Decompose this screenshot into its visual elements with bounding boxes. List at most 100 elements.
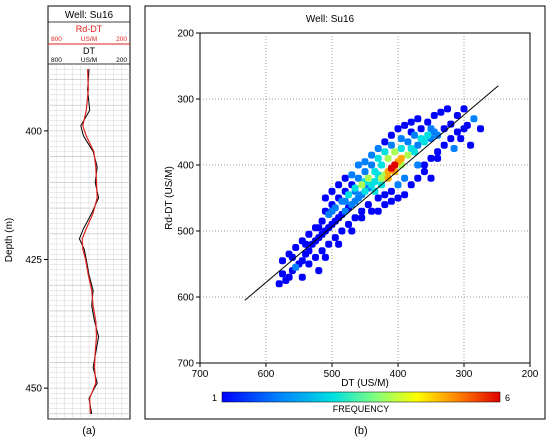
scatter-point [348, 171, 356, 179]
scatter-point [341, 174, 349, 182]
x-axis-label: DT (US/M) [341, 378, 389, 389]
scatter-point [318, 247, 326, 255]
scatter-point [338, 227, 346, 235]
scatter-point [331, 234, 339, 242]
depth-tick-label: 450 [25, 384, 42, 395]
depth-tick-label: 400 [25, 126, 42, 137]
scatter-point [345, 191, 352, 199]
scatter-point [368, 151, 376, 159]
scatter-point [312, 224, 319, 232]
scatter-point [467, 141, 475, 149]
track-dt-scale-right: 200 [116, 57, 127, 64]
scatter-point [460, 125, 468, 133]
scatter-point [404, 138, 412, 146]
y-tick-label: 200 [177, 29, 194, 40]
scatter-point [401, 121, 409, 129]
scatter-point [321, 194, 329, 202]
scatter-point [414, 161, 422, 169]
log-curves [78, 69, 100, 414]
scatter-point [321, 253, 329, 261]
scatter-point [345, 220, 352, 228]
scatter-point [477, 125, 484, 133]
scatter-point [364, 201, 372, 209]
scatter-point [387, 164, 395, 172]
x-axis: 700 600 500 400 300 200 [192, 363, 539, 380]
scatter-point [335, 240, 343, 248]
y-axis-label: Rd-DT (US/M) [164, 166, 175, 230]
scatter-point [397, 135, 405, 143]
depth-axis: 400 425 450 [25, 126, 48, 395]
scatter-point [394, 194, 402, 202]
scatter-point [325, 211, 333, 218]
y-tick-label: 500 [177, 227, 194, 238]
scatter-point [351, 184, 359, 192]
scatter-point [371, 168, 379, 176]
scatter-point [407, 181, 415, 189]
track-rd-dt-name: Rd-DT [76, 24, 103, 34]
scatter-point [348, 201, 356, 209]
scatter-point [279, 257, 286, 265]
scatter-point [368, 161, 376, 169]
scatter-point [420, 161, 428, 169]
scatter-point [387, 141, 395, 149]
scatter-point [374, 154, 382, 162]
scatter-point [420, 168, 428, 176]
scatter-point [434, 154, 442, 162]
scatter-point [292, 244, 300, 251]
scatter-point [387, 131, 395, 139]
scatter-point [427, 174, 435, 182]
scatter-point [371, 187, 379, 195]
scatter-point [358, 214, 366, 222]
scatter-point [381, 138, 389, 146]
scatter-point [364, 174, 372, 182]
crossplot-title: Well: Su16 [306, 14, 355, 25]
scatter-point [378, 161, 385, 169]
x-tick-label: 300 [456, 369, 473, 380]
scatter-point [427, 154, 435, 162]
x-tick-label: 700 [192, 369, 209, 380]
scatter-point [430, 128, 438, 136]
scatter-point [424, 131, 432, 139]
scatter-point [450, 145, 458, 152]
scatter-point [397, 145, 405, 152]
well-log-title: Well: Su16 [65, 10, 114, 21]
x-tick-label: 200 [522, 369, 539, 380]
scatter-point [417, 135, 425, 143]
scatter-point [414, 141, 422, 149]
scatter-point [368, 207, 376, 215]
scatter-point [358, 207, 366, 215]
y-tick-label: 700 [177, 359, 194, 370]
caption-b: (b) [354, 425, 367, 437]
scatter-point [470, 115, 478, 123]
y-axis: 200 300 400 500 600 700 [177, 29, 200, 370]
x-tick-label: 600 [258, 369, 275, 380]
scatter-point [275, 280, 283, 288]
scatter-point [434, 148, 442, 156]
scatter-point [457, 135, 465, 143]
scatter-point [391, 148, 399, 156]
scatter-point [338, 197, 346, 205]
scatter-point [430, 112, 438, 119]
scatter-point [394, 125, 402, 133]
scatter-point [292, 263, 300, 271]
scatter-point [381, 191, 389, 199]
y-tick-label: 400 [177, 161, 194, 172]
scatter-point [374, 207, 382, 215]
scatter-point [348, 227, 356, 235]
scatter-point [312, 253, 319, 261]
scatter-point [358, 181, 366, 189]
scatter-point [305, 230, 313, 238]
scatter-point [453, 112, 461, 119]
track-dt-scale-left: 800 [51, 57, 62, 64]
depth-axis-label: Depth (m) [4, 218, 15, 262]
crossplot-panel: Well: Su16 700 600 500 400 300 200 200 300 400 5… [144, 5, 546, 437]
scatter-point [444, 105, 451, 113]
scatter-point [335, 181, 343, 189]
scatter-point [411, 131, 418, 139]
scatter-point [351, 214, 359, 222]
scatter-point [298, 237, 306, 245]
scatter-point [378, 174, 385, 182]
colorbar-min: 1 [212, 393, 217, 403]
scatter-point [424, 118, 432, 126]
